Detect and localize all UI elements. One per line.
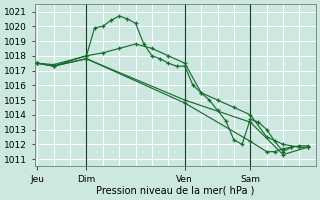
X-axis label: Pression niveau de la mer( hPa ): Pression niveau de la mer( hPa ) [96, 186, 254, 196]
